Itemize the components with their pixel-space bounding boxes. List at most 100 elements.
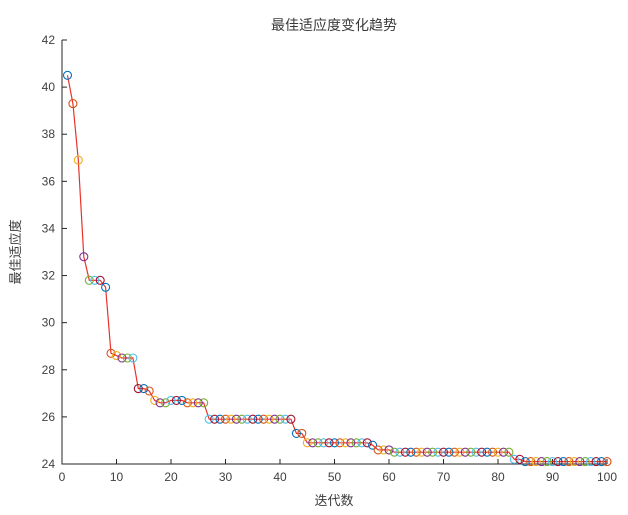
data-point-marker <box>477 447 487 457</box>
data-point-marker <box>111 351 122 361</box>
data-point-marker <box>291 428 301 438</box>
data-point-marker <box>455 447 465 457</box>
data-point-marker <box>150 395 160 405</box>
data-point-marker <box>117 353 127 363</box>
data-point-marker <box>177 395 187 405</box>
data-point-marker <box>417 447 427 457</box>
fitness-series <box>62 70 612 467</box>
y-tick-label: 28 <box>42 363 56 377</box>
x-tick-label: 10 <box>110 470 124 484</box>
axes-layer: 0 10 20 30 40 50 60 70 80 90 100 24 26 28 30 32 34 36 38 40… <box>42 33 618 484</box>
data-point-marker <box>384 445 394 455</box>
data-point-marker <box>79 252 89 262</box>
data-point-marker <box>324 438 334 448</box>
data-point-marker <box>259 414 269 424</box>
y-axis-label: 最佳适应度 <box>8 219 23 284</box>
data-point-marker <box>428 447 438 457</box>
y-tick-label: 34 <box>42 221 56 235</box>
data-point-marker <box>220 414 231 424</box>
data-point-marker <box>171 395 181 405</box>
data-point-marker <box>553 457 563 467</box>
data-point-marker <box>379 445 389 455</box>
x-tick-label: 0 <box>59 470 66 484</box>
x-tick-label: 100 <box>597 470 617 484</box>
fitness-line <box>66 75 607 463</box>
data-point-marker <box>395 447 405 457</box>
data-point-marker <box>144 386 154 396</box>
data-point-marker <box>357 438 367 448</box>
data-point-marker <box>389 447 399 457</box>
data-point-marker <box>586 457 596 467</box>
data-point-marker <box>226 414 236 424</box>
data-point-marker <box>237 414 247 424</box>
data-point-marker <box>215 414 225 424</box>
chart-title: 最佳适应度变化趋势 <box>271 17 397 33</box>
data-point-marker <box>438 447 449 457</box>
data-point-marker <box>161 398 171 408</box>
data-point-marker <box>471 447 481 457</box>
data-point-marker <box>122 353 132 363</box>
data-point-marker <box>302 438 312 448</box>
data-point-marker <box>253 414 263 424</box>
data-point-marker <box>270 414 280 424</box>
data-point-marker <box>204 414 214 424</box>
data-point-marker <box>68 99 78 109</box>
data-point-marker <box>62 70 73 80</box>
x-tick-label: 80 <box>491 470 505 484</box>
data-point-marker <box>509 454 519 464</box>
data-point-marker <box>422 447 432 457</box>
data-point-marker <box>313 438 323 448</box>
data-point-marker <box>400 447 410 457</box>
y-tick-label: 24 <box>42 457 56 471</box>
y-tick-label: 26 <box>42 410 56 424</box>
y-tick-label: 32 <box>42 269 56 283</box>
data-point-marker <box>139 384 149 394</box>
data-point-marker <box>210 414 220 424</box>
data-point-marker <box>275 414 285 424</box>
data-point-marker <box>547 457 558 467</box>
data-point-marker <box>558 457 568 467</box>
data-point-marker <box>90 275 100 285</box>
data-point-marker <box>231 414 241 424</box>
data-point-marker <box>199 398 209 408</box>
data-point-marker <box>128 353 138 363</box>
x-tick-label: 60 <box>382 470 396 484</box>
data-point-marker <box>569 457 579 467</box>
data-point-marker <box>329 438 340 448</box>
data-point-marker <box>466 447 476 457</box>
axis-lines <box>61 40 607 465</box>
data-point-marker <box>351 438 361 448</box>
data-point-marker <box>498 447 509 457</box>
data-point-marker <box>188 398 198 408</box>
x-axis-label: 迭代数 <box>314 493 353 508</box>
x-tick-label: 70 <box>437 470 451 484</box>
data-point-marker <box>73 155 83 165</box>
data-point-marker <box>433 447 443 457</box>
data-point-marker <box>101 282 111 292</box>
data-point-marker <box>340 438 350 448</box>
y-tick-label: 36 <box>42 174 56 188</box>
data-point-marker <box>482 447 492 457</box>
data-point-marker <box>106 348 116 358</box>
x-tick-label: 40 <box>273 470 287 484</box>
data-point-marker <box>564 457 574 467</box>
data-point-marker <box>84 275 94 285</box>
data-point-marker <box>575 457 585 467</box>
data-point-marker <box>515 454 525 464</box>
data-point-marker <box>580 457 590 467</box>
data-point-marker <box>155 398 165 408</box>
data-point-marker <box>493 447 503 457</box>
data-point-marker <box>182 398 192 408</box>
data-point-marker <box>504 447 514 457</box>
data-point-marker <box>297 428 307 438</box>
data-point-marker <box>95 275 105 285</box>
data-point-marker <box>411 447 421 457</box>
data-point-marker <box>444 447 454 457</box>
y-tick-label: 38 <box>42 127 56 141</box>
y-tick-label: 40 <box>42 80 56 94</box>
data-point-marker <box>373 445 383 455</box>
data-point-marker <box>319 438 329 448</box>
data-point-marker <box>596 457 607 467</box>
